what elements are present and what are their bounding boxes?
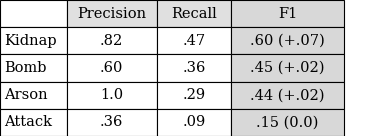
Text: .44 (+.02): .44 (+.02) (250, 88, 325, 102)
Text: .60: .60 (100, 61, 123, 75)
Bar (67, 54, 157, 82)
Text: .36: .36 (182, 61, 206, 75)
Bar (157, 109, 231, 136)
Text: Bomb: Bomb (5, 61, 47, 75)
Text: .45 (+.02): .45 (+.02) (250, 61, 325, 75)
Text: .29: .29 (182, 88, 206, 102)
Bar (157, 54, 231, 82)
Text: Kidnap: Kidnap (5, 34, 57, 48)
Text: Recall: Recall (171, 7, 217, 21)
Bar (67, 27, 157, 54)
Bar (0, 54, 67, 82)
Text: .36: .36 (100, 115, 123, 129)
Bar (0, 0, 67, 27)
Bar (0, 82, 67, 109)
Bar (231, 54, 344, 82)
Bar (0, 27, 67, 54)
Bar (231, 109, 344, 136)
Bar (231, 27, 344, 54)
Bar (157, 82, 231, 109)
Text: 1.0: 1.0 (100, 88, 123, 102)
Text: Arson: Arson (5, 88, 48, 102)
Bar (67, 109, 157, 136)
Text: F1: F1 (278, 7, 297, 21)
Text: .60 (+.07): .60 (+.07) (250, 34, 325, 48)
Bar (157, 0, 231, 27)
Bar (157, 27, 231, 54)
Bar (67, 0, 157, 27)
Bar (0, 109, 67, 136)
Bar (231, 82, 344, 109)
Text: .09: .09 (182, 115, 206, 129)
Text: Precision: Precision (77, 7, 146, 21)
Text: Attack: Attack (5, 115, 53, 129)
Text: .15 (0.0): .15 (0.0) (256, 115, 319, 129)
Text: .82: .82 (100, 34, 123, 48)
Text: .47: .47 (182, 34, 206, 48)
Bar (231, 0, 344, 27)
Bar (67, 82, 157, 109)
